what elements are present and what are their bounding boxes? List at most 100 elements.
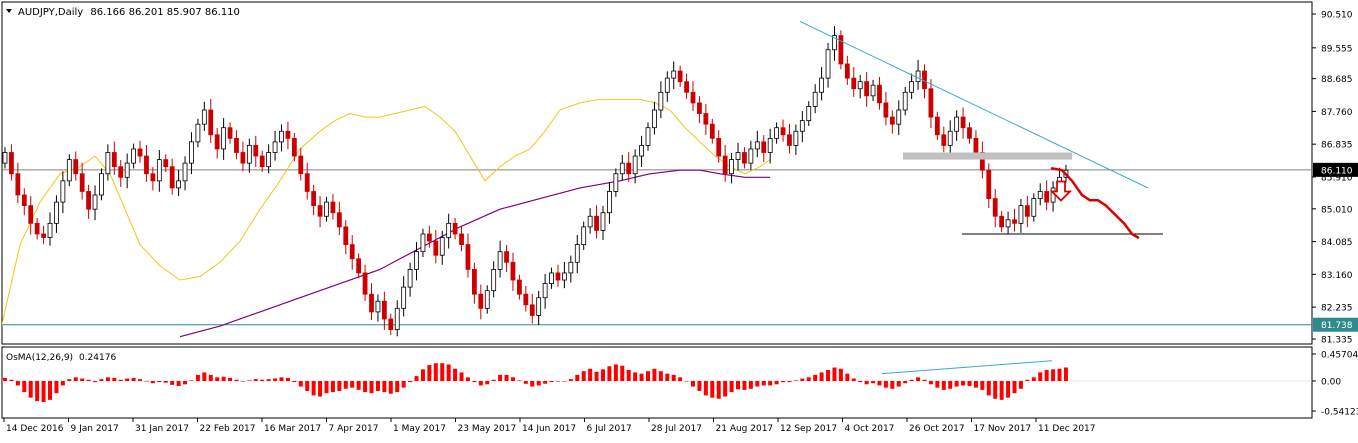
x-tick-label: 28 Jul 2017	[651, 424, 702, 434]
candle-body	[799, 120, 805, 132]
candle-body	[131, 148, 137, 164]
candle-body	[967, 127, 972, 139]
candle-body	[812, 91, 818, 107]
candle-body	[729, 159, 734, 175]
candle-body	[401, 286, 407, 309]
candle-body	[189, 141, 194, 164]
candle-body	[690, 91, 696, 104]
candle-body	[21, 194, 27, 207]
candle-body	[246, 145, 252, 164]
x-tick-label: 17 Nov 2017	[974, 424, 1032, 434]
candle-body	[201, 109, 207, 125]
current-price-box	[1313, 162, 1358, 177]
candle-body	[825, 49, 831, 79]
osma-bar	[247, 380, 252, 381]
candle-body	[703, 113, 709, 125]
osma-bar	[967, 381, 972, 386]
osma-bar	[86, 379, 91, 381]
candle-body	[111, 152, 117, 168]
candle-body	[819, 77, 825, 93]
candle-body	[459, 233, 464, 245]
osma-bar	[266, 379, 271, 381]
osma-bar	[408, 381, 413, 383]
candle-body	[208, 109, 214, 136]
candle-body	[259, 155, 265, 168]
candle-body	[394, 307, 400, 331]
osma-bar	[1025, 379, 1030, 381]
osma-bar	[986, 381, 991, 396]
osma-bar	[80, 378, 85, 381]
candle-body	[41, 233, 46, 238]
candle-body	[780, 127, 786, 136]
candle-body	[902, 91, 908, 111]
candle-body	[105, 152, 111, 175]
osma-bar	[208, 374, 213, 381]
candle-body	[86, 191, 91, 210]
candle-body	[446, 222, 452, 238]
y-tick-label: 85.910	[1321, 173, 1353, 183]
osma-bar	[800, 378, 805, 381]
candle-body	[870, 84, 876, 97]
osma-bar	[838, 368, 843, 381]
level-price-box	[1313, 317, 1358, 332]
osma-bar	[581, 371, 586, 381]
osma-bar	[607, 366, 612, 381]
osma-bar	[1044, 369, 1049, 381]
osma-bar	[658, 371, 663, 381]
osma-bar	[131, 377, 136, 381]
candle-body	[607, 191, 612, 214]
osma-y-tick-label: 0.45704	[1321, 351, 1358, 361]
candle-body	[240, 152, 246, 164]
osma-bar	[202, 372, 207, 381]
x-tick-label: 9 Jan 2017	[71, 424, 119, 434]
candle-body	[1024, 205, 1030, 217]
candle-body	[658, 91, 664, 111]
osma-bar	[285, 377, 290, 381]
candle-body	[137, 148, 143, 157]
candle-body	[311, 191, 317, 207]
osma-bar	[112, 377, 117, 381]
osma-bar	[170, 381, 175, 385]
osma-bar	[324, 381, 329, 394]
candle-body	[877, 84, 882, 104]
osma-bar	[684, 381, 689, 382]
downtrend-line	[799, 20, 1149, 189]
x-tick-label: 14 Dec 2016	[6, 424, 64, 434]
candle-body	[896, 109, 902, 125]
osma-bar	[330, 381, 335, 393]
osma-bar	[99, 379, 104, 381]
down-arrow-icon	[1049, 180, 1073, 202]
osma-bar	[652, 368, 657, 381]
osma-bar	[877, 381, 882, 386]
candle-body	[491, 268, 497, 292]
candle-body	[960, 116, 966, 129]
candle-body	[124, 162, 130, 178]
candle-body	[594, 215, 599, 231]
y-tick-label: 88.685	[1321, 75, 1353, 85]
x-tick-label: 31 Jan 2017	[135, 424, 189, 434]
candle-body	[677, 70, 683, 83]
osma-bar	[446, 364, 451, 381]
candle-body	[169, 166, 175, 189]
osma-bar	[793, 380, 798, 381]
osma-bar	[504, 374, 509, 381]
x-tick-label: 23 May 2017	[458, 424, 517, 434]
candle-body	[452, 222, 458, 235]
resistance-zone	[903, 152, 1072, 160]
collapse-triangle-icon[interactable]	[6, 9, 12, 13]
candle-body	[484, 290, 490, 309]
candle-body	[1037, 191, 1043, 199]
x-tick-label: 14 Jun 2017	[522, 424, 576, 434]
candle-body	[182, 162, 188, 182]
candle-body	[613, 173, 619, 192]
osma-bar	[832, 367, 837, 381]
osma-bar	[716, 381, 721, 399]
candle-body	[684, 81, 689, 93]
osma-bar	[903, 381, 908, 384]
candle-body	[844, 63, 850, 79]
osma-bar	[858, 381, 863, 383]
osma-bar	[15, 381, 20, 386]
candle-body	[889, 116, 895, 125]
candle-body	[832, 35, 837, 51]
candle-body	[632, 155, 638, 175]
